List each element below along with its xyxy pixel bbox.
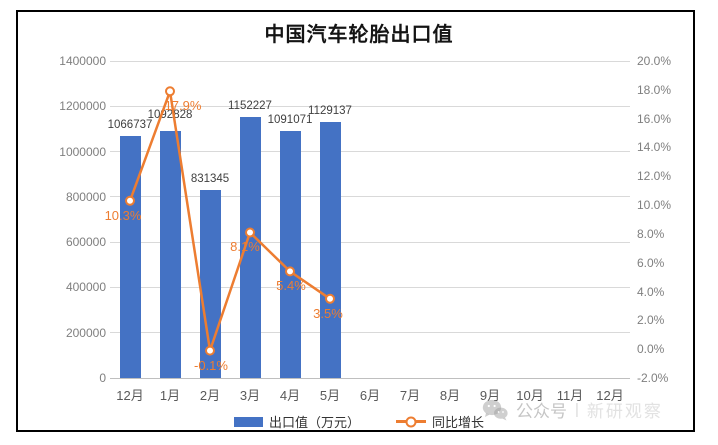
bar-series-swatch [233, 416, 263, 427]
legend-label-yoy-growth: 同比增长 [432, 415, 485, 430]
watermark: 公众号 | 新研观察 [482, 397, 663, 422]
bar-4月 [279, 130, 301, 378]
x-axis-label: 7月 [399, 388, 421, 403]
chart-title: 中国汽车轮胎出口值 [264, 24, 454, 46]
bar-2月 [199, 189, 221, 378]
line-marker [245, 227, 255, 238]
right-axis-tick: 20.0% [637, 54, 672, 68]
bar-value-label: 1091071 [267, 113, 313, 126]
gridline [110, 105, 630, 107]
gridline [110, 241, 630, 243]
left-axis-tick: 800000 [65, 189, 106, 204]
right-axis-tick: 0.0% [637, 342, 665, 357]
x-axis-label: 10月 [516, 388, 544, 403]
line-marker [205, 345, 215, 356]
watermark-text: 公众号 [516, 402, 567, 421]
chart-border-frame [16, 10, 695, 432]
left-axis-tick: 1000000 [59, 144, 106, 159]
legend-label-export-value: 出口值（万元） [268, 415, 360, 430]
left-axis-tick: 1200000 [59, 99, 106, 114]
legend-item-yoy-growth: 同比增长 [396, 412, 484, 431]
line-marker [165, 86, 175, 97]
bar-value-label: 831345 [190, 172, 230, 185]
right-axis-tick: -2.0% [637, 371, 669, 385]
line-series-swatch [396, 416, 426, 427]
line-point-label: 3.5% [313, 305, 343, 321]
right-axis-tick: 14.0% [637, 140, 672, 155]
line-marker [325, 293, 335, 304]
bar-1月 [159, 130, 181, 378]
right-axis-tick: 10.0% [637, 198, 672, 213]
x-axis-label: 12月 [116, 388, 144, 403]
x-axis-label: 2月 [199, 388, 221, 403]
right-axis-tick: 8.0% [637, 226, 665, 241]
yoy-growth-line [128, 90, 331, 352]
left-axis-tick: 400000 [65, 280, 106, 295]
line-point-label: 10.3% [104, 207, 142, 223]
line-series-svg [125, 86, 335, 356]
right-axis-tick: 6.0% [637, 255, 665, 270]
right-axis-tick: 16.0% [637, 111, 672, 126]
left-axis-tick: 0 [99, 371, 106, 385]
left-axis-tick: 1400000 [59, 54, 106, 68]
x-axis-label: 3月 [239, 388, 261, 403]
x-axis-label: 8月 [439, 388, 461, 403]
gridline [110, 196, 630, 198]
left-axis-tick: 600000 [65, 235, 106, 250]
x-axis-label: 5月 [319, 388, 341, 403]
x-axis-label: 6月 [359, 388, 381, 403]
bar-value-label: 1092828 [147, 108, 193, 121]
line-marker-swatch-dot [405, 416, 417, 427]
right-axis-tick: 18.0% [637, 82, 672, 97]
watermark-text-2: 新研观察 [586, 402, 663, 421]
watermark-separator: | [575, 401, 579, 418]
line-point-label: 5.4% [276, 278, 306, 294]
line-marker [285, 266, 295, 277]
wechat-icon [482, 399, 508, 420]
bar-5月 [319, 122, 341, 378]
gridline [110, 332, 630, 334]
bar-value-label: 1152227 [228, 100, 272, 113]
bar-value-label: 1066737 [107, 119, 153, 132]
right-axis-tick: 12.0% [637, 169, 672, 184]
right-axis-tick: 4.0% [637, 284, 665, 299]
x-axis-label: 9月 [479, 388, 501, 403]
legend-item-export-value: 出口值（万元） [233, 412, 360, 431]
bar-3月 [239, 117, 261, 378]
x-axis-label: 12月 [596, 388, 624, 403]
left-axis-tick: 200000 [65, 325, 106, 340]
x-axis-label: 11月 [556, 388, 584, 403]
gridline [110, 151, 630, 153]
x-axis-label: 4月 [279, 388, 301, 403]
line-marker [125, 195, 135, 206]
right-axis-tick: 2.0% [637, 313, 665, 328]
bar-12月 [119, 136, 141, 378]
gridline [110, 60, 630, 62]
legend: 出口值（万元） 同比增长 [0, 412, 718, 431]
line-point-label: -0.1% [194, 357, 228, 373]
x-axis-line [110, 377, 630, 379]
x-axis-label: 1月 [159, 388, 181, 403]
gridline [110, 286, 630, 288]
bar-value-label: 1129137 [308, 105, 352, 118]
